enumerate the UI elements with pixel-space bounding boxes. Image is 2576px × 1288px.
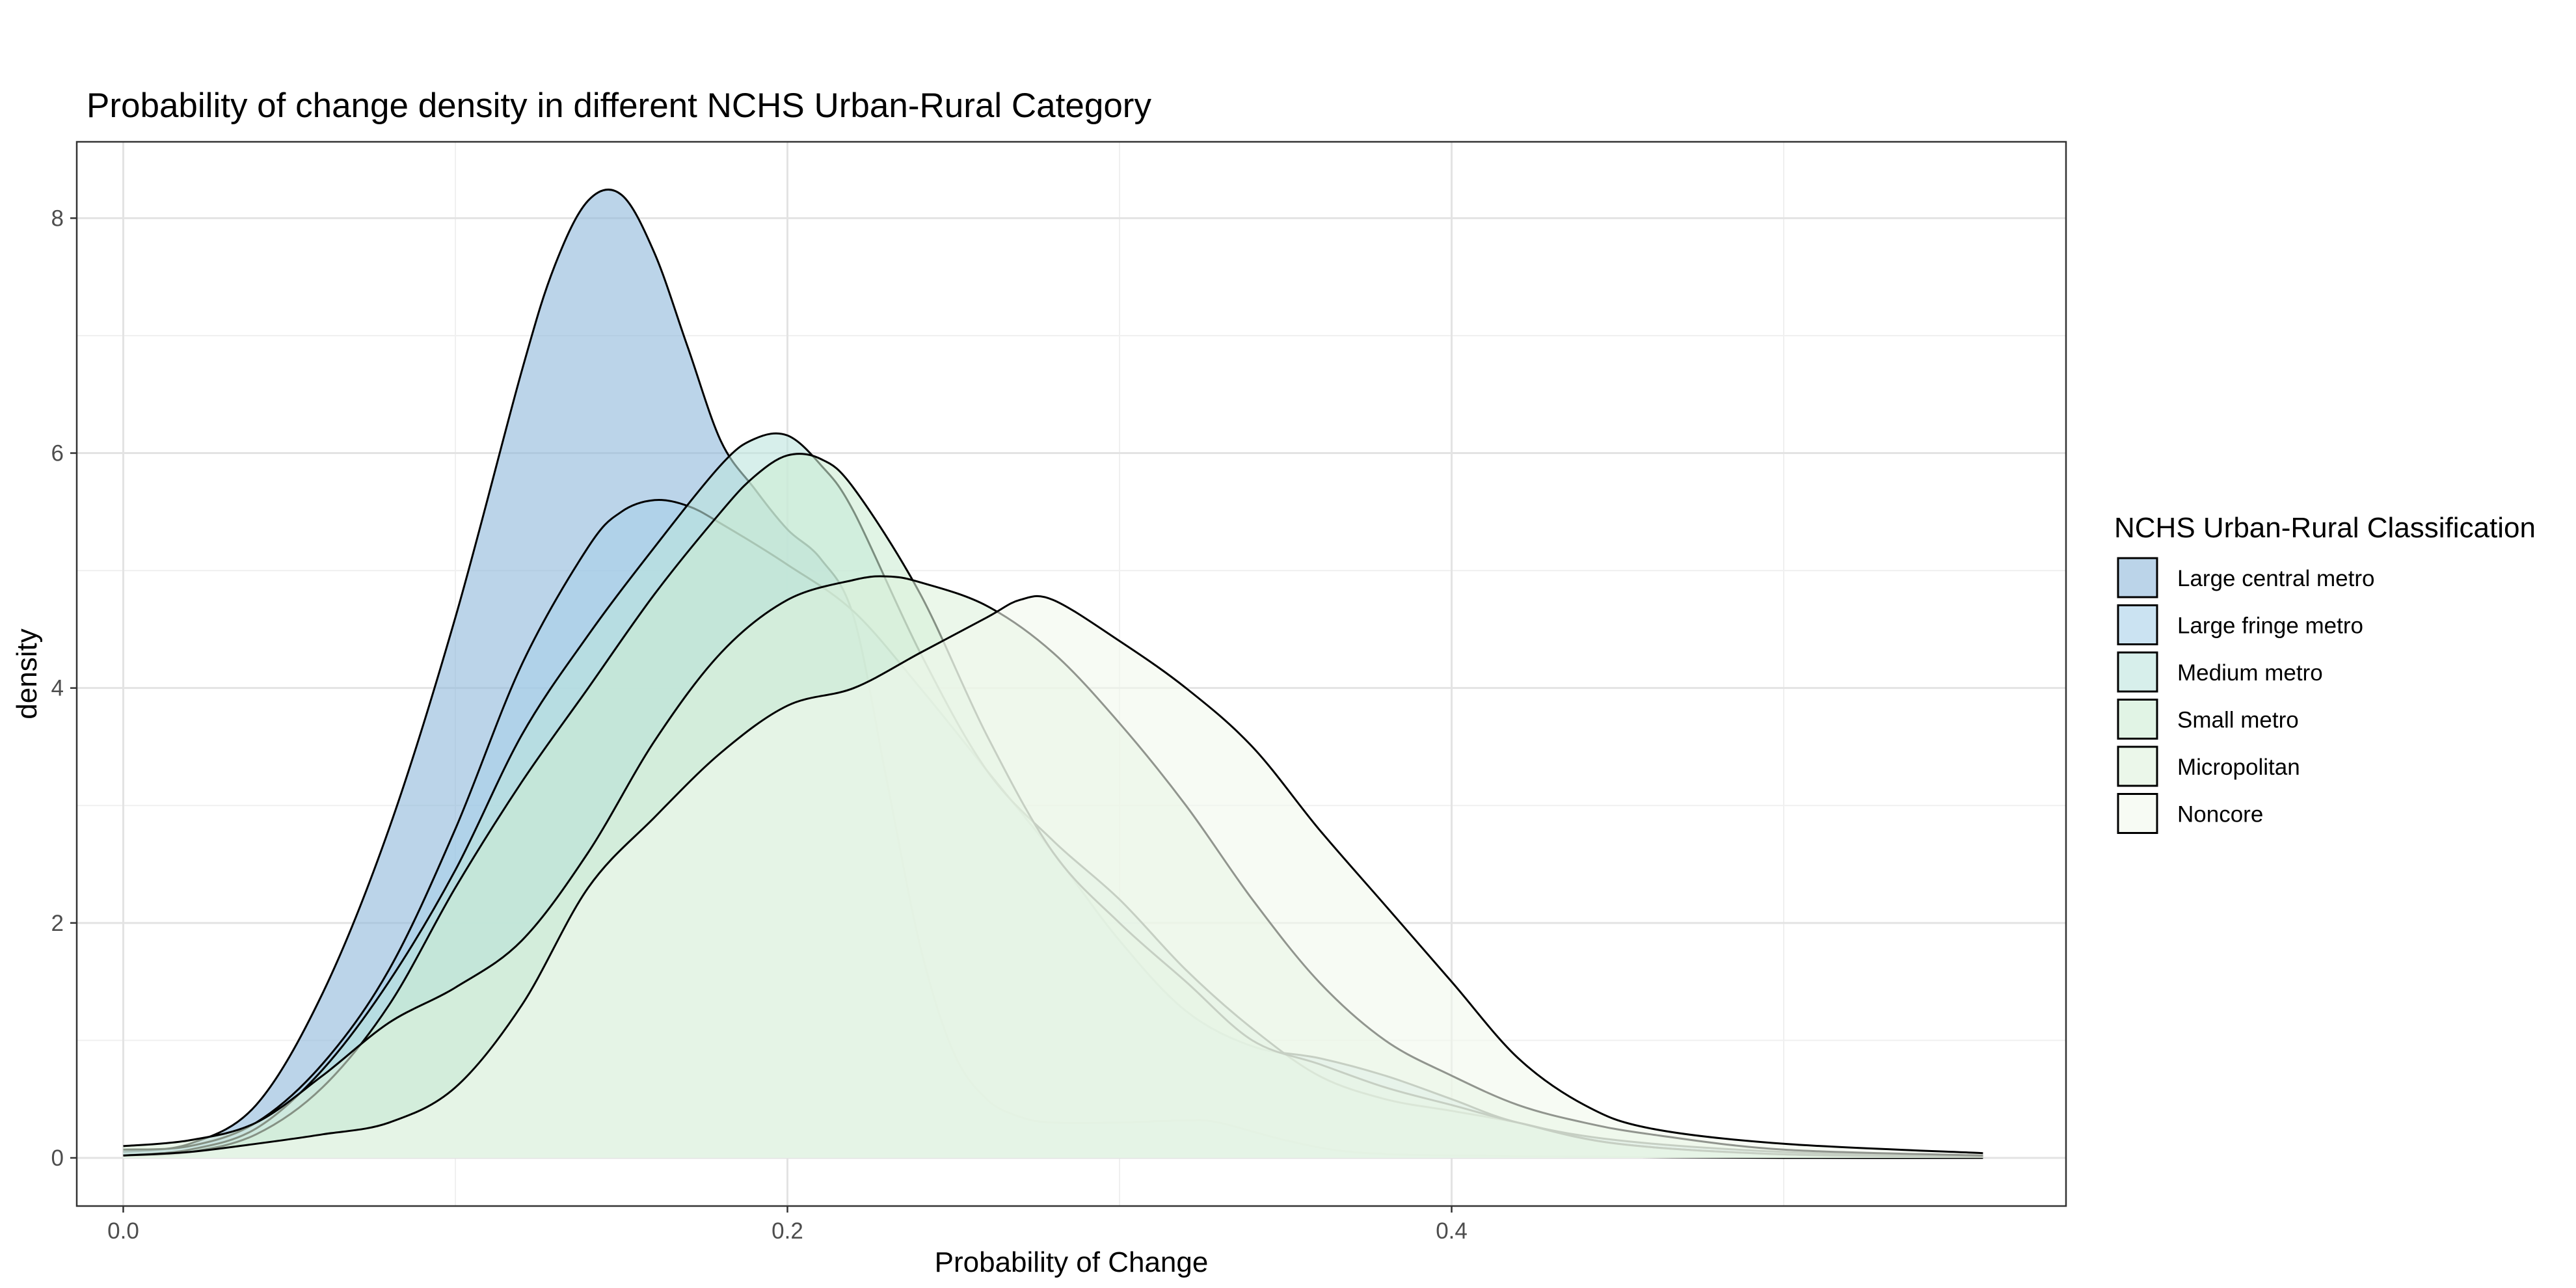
series-layer: [123, 188, 1983, 1159]
y-tick-label: 8: [51, 206, 64, 231]
legend-label-5: Micropolitan: [2177, 755, 2300, 780]
x-tick-label: 0.0: [107, 1218, 139, 1244]
legend-swatch-5: [2117, 745, 2158, 787]
y-tick-label: 0: [51, 1146, 64, 1171]
x-tick-label: 0.4: [1436, 1218, 1468, 1244]
legend-label-1: Large central metro: [2177, 566, 2374, 591]
legend-swatch-3: [2117, 651, 2158, 693]
chart-title: Probability of change density in differe…: [87, 87, 1151, 125]
legend-label-2: Large fringe metro: [2177, 613, 2363, 639]
y-tick-label: 6: [51, 441, 64, 466]
legend-label-6: Noncore: [2177, 802, 2263, 827]
plot-panel-border: [75, 141, 2067, 1207]
legend-swatch-6: [2117, 793, 2158, 834]
density-area-series-6: [123, 596, 1983, 1158]
y-tick-label: 2: [51, 911, 64, 936]
y-tick-label: 4: [51, 676, 64, 701]
y-axis-label: density: [11, 628, 43, 719]
legend-title: NCHS Urban-Rural Classification: [2114, 512, 2536, 544]
x-axis-label: Probability of Change: [935, 1246, 1209, 1278]
x-tick-label: 0.2: [771, 1218, 803, 1244]
legend-items: Large central metro Large fringe metro Med…: [2117, 557, 2374, 835]
legend-swatch-2: [2117, 604, 2158, 645]
tick-layer: 0.0 0.2 0.4 0 2 4 6 8: [51, 206, 1468, 1244]
legend-swatch-4: [2117, 699, 2158, 740]
legend-label-3: Medium metro: [2177, 660, 2323, 686]
legend-swatch-1: [2117, 557, 2158, 598]
legend-label-4: Small metro: [2177, 708, 2299, 733]
legend: NCHS Urban-Rural Classification Large ce…: [2114, 512, 2536, 835]
density-line-series-6: [123, 595, 1983, 1157]
